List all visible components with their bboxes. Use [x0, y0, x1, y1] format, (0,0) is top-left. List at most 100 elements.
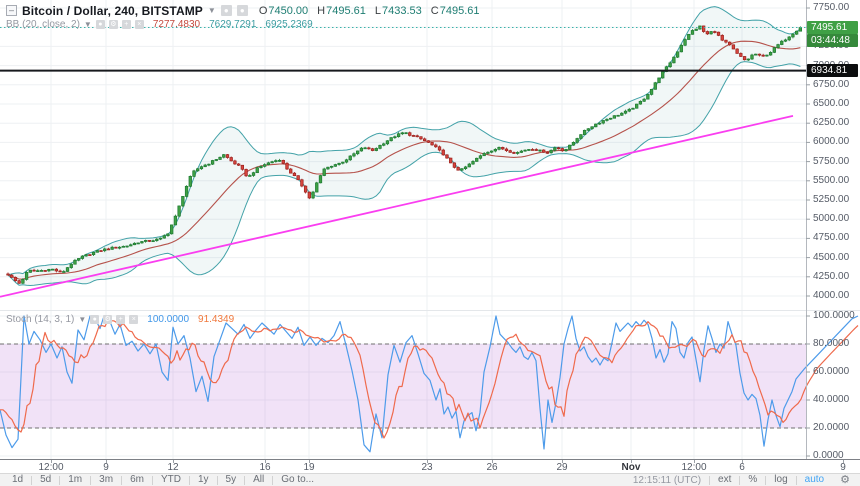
range-button-1m[interactable]: 1m — [68, 474, 83, 485]
hline-price-badge: 6934.81 — [807, 63, 858, 77]
chart-action-icon-2[interactable]: ● — [236, 5, 248, 16]
clock-readout[interactable]: 12:15:11 (UTC) — [632, 474, 702, 486]
bottom-toolbar: 1d 5d 1m 3m 6m YTD 1y 5y All Go to... 12:15:11 (… — [0, 473, 860, 486]
time-axis-label: 12:00 — [38, 462, 64, 473]
range-button-1y[interactable]: 1y — [197, 474, 209, 485]
price-axis-label: 5500.00 — [813, 174, 850, 186]
toolbar-toggle-log[interactable]: log — [774, 474, 788, 485]
chevron-down-icon[interactable]: ▼ — [83, 19, 92, 29]
divider — [765, 475, 767, 485]
chart-action-icon-1[interactable]: ● — [220, 5, 232, 16]
time-tick — [173, 460, 174, 463]
stoch-axis-label: 40.0000 — [813, 394, 850, 405]
divider — [272, 475, 274, 485]
range-button-3m[interactable]: 3m — [99, 474, 114, 485]
plus-icon[interactable]: + — [121, 19, 131, 29]
divider — [795, 475, 797, 485]
divider — [216, 475, 218, 485]
close-value: C7495.61 — [430, 4, 480, 17]
time-tick — [265, 460, 266, 463]
time-axis-label: 23 — [421, 462, 433, 473]
price-axis-label: 5250.00 — [813, 194, 850, 205]
bb-basis-value: 7277.4830 — [152, 18, 201, 30]
collapse-panel-icon[interactable]: – — [6, 5, 17, 16]
chart-header: – Bitcoin / Dollar, 240, BITSTAMP ▼ ● ● … — [6, 3, 480, 18]
chevron-down-icon[interactable]: ▼ — [78, 314, 87, 324]
last-price-badge: 7495.61 — [807, 20, 858, 34]
range-button-5d[interactable]: 5d — [40, 474, 52, 485]
range-button-5y[interactable]: 5y — [225, 474, 237, 485]
price-axis-label: 5750.00 — [813, 155, 850, 167]
divider — [151, 475, 153, 485]
settings-gear-icon[interactable]: ⚙ — [840, 474, 850, 486]
time-tick — [742, 460, 743, 463]
range-button-all[interactable]: All — [253, 474, 265, 485]
toolbar-toggle-auto[interactable]: auto — [804, 474, 825, 485]
time-axis-label: 12:00 — [681, 462, 707, 473]
symbol-title[interactable]: Bitcoin / Dollar, 240, BITSTAMP — [22, 3, 203, 18]
toolbar-toggle-percent[interactable]: % — [748, 474, 758, 485]
divider — [244, 475, 246, 485]
close-icon[interactable]: × — [134, 19, 144, 29]
divider — [31, 475, 33, 485]
price-axis-label: 6250.00 — [813, 117, 850, 129]
range-button-6m[interactable]: 6m — [130, 474, 144, 485]
stoch-k-value: 100.0000 — [147, 313, 190, 325]
bb-indicator-label[interactable]: BB (20, close, 2) — [6, 18, 80, 30]
stoch-axis-label: 20.0000 — [813, 422, 850, 433]
price-axis-label: 4250.00 — [813, 270, 850, 282]
plus-icon[interactable]: + — [116, 314, 126, 324]
low-value: L7433.53 — [374, 4, 422, 17]
time-tick — [427, 460, 428, 463]
time-axis-label: Nov — [621, 462, 641, 473]
chevron-down-icon[interactable]: ▼ — [207, 6, 216, 15]
stoch-lines-layer — [0, 315, 859, 453]
gear-icon[interactable]: ⚙ — [103, 314, 113, 324]
trendline[interactable] — [0, 115, 794, 298]
close-icon[interactable]: × — [129, 314, 139, 324]
ohlc-readout: O7450.00 H7495.61 L7433.53 C7495.61 — [259, 5, 480, 17]
stoch-indicator-row: Stoch (14, 3, 1) ▼ ● ⚙ + × 100.0000 91.4… — [6, 313, 234, 325]
time-axis-label: 26 — [486, 462, 498, 473]
price-axis-label: 6000.00 — [813, 136, 850, 148]
time-axis-label: 9 — [840, 462, 846, 473]
time-tick — [51, 460, 52, 463]
time-tick — [106, 460, 107, 463]
time-axis-label: 16 — [259, 462, 271, 473]
eye-icon[interactable]: ● — [95, 19, 105, 29]
time-axis-label: 19 — [303, 462, 315, 473]
chart-canvas[interactable] — [0, 0, 860, 459]
divider — [59, 475, 61, 485]
range-button-1d[interactable]: 1d — [12, 474, 24, 485]
candles-layer — [6, 25, 803, 284]
bar-countdown-badge: 03:44:48 — [807, 33, 858, 47]
time-tick — [309, 460, 310, 463]
price-axis-label: 4750.00 — [813, 232, 850, 244]
bollinger-layer — [7, 6, 801, 286]
time-tick — [694, 460, 695, 463]
time-tick — [631, 460, 632, 463]
eye-icon[interactable]: ● — [90, 314, 100, 324]
stoch-d-value: 91.4349 — [198, 313, 235, 325]
high-value: H7495.61 — [317, 4, 366, 17]
price-axis-label: 7750.00 — [813, 2, 850, 13]
divider — [121, 475, 123, 485]
gear-icon[interactable]: ⚙ — [108, 19, 118, 29]
bb-indicator-row: BB (20, close, 2) ▼ ● ⚙ + × 7277.4830 76… — [6, 18, 313, 30]
bb-lower-value: 6925.2369 — [265, 18, 313, 30]
time-axis[interactable]: 12:00 9 12 16 19 23 26 29 Nov 12:00 6 9 — [0, 459, 860, 473]
price-axis[interactable]: 7495.61 03:44:48 6934.81 7750.007500.007… — [806, 0, 860, 461]
price-axis-label: 4500.00 — [813, 251, 850, 263]
goto-button[interactable]: Go to... — [281, 474, 315, 485]
time-axis-label: 6 — [739, 462, 745, 473]
divider — [709, 475, 711, 485]
open-value: O7450.00 — [258, 4, 309, 17]
divider — [739, 475, 741, 485]
divider — [90, 475, 92, 485]
stoch-axis-label: 100.0000 — [813, 310, 855, 321]
toolbar-toggle-ext[interactable]: ext — [718, 474, 732, 485]
time-axis-label: 12 — [167, 462, 179, 473]
stoch-indicator-label[interactable]: Stoch (14, 3, 1) — [6, 313, 75, 325]
time-axis-label: 9 — [103, 462, 109, 473]
range-button-ytd[interactable]: YTD — [160, 474, 181, 485]
